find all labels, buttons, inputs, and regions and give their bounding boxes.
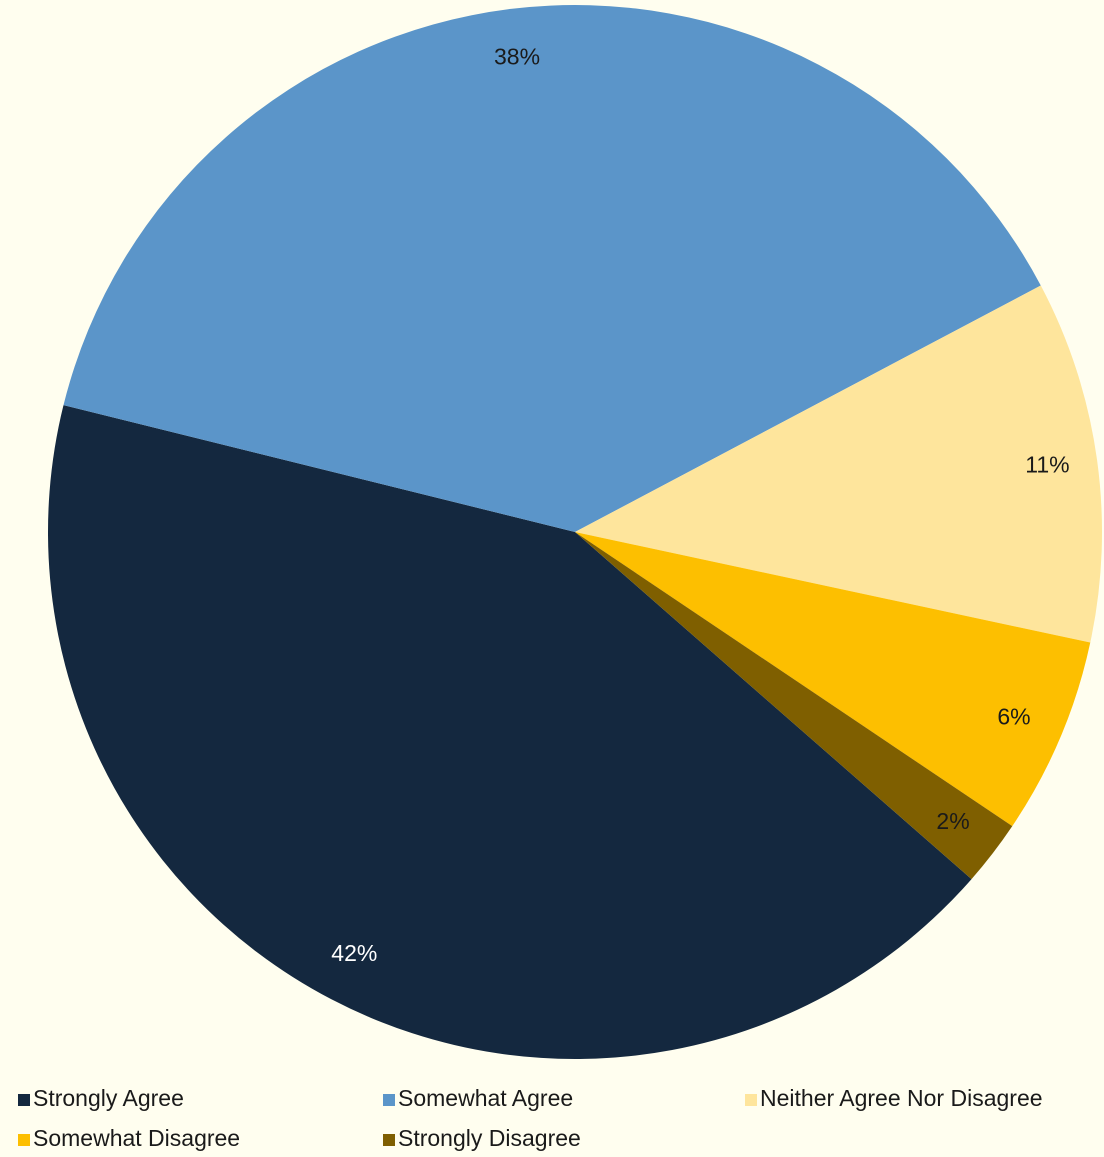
data-label: 42% [331, 940, 377, 966]
data-label: 11% [1025, 452, 1069, 478]
legend-label: Somewhat Agree [398, 1085, 573, 1111]
legend-swatch [383, 1134, 395, 1146]
pie-slice [575, 532, 1013, 880]
data-label: 2% [936, 808, 969, 834]
legend-swatch [18, 1134, 30, 1146]
legend-swatch [745, 1094, 757, 1106]
pie-slice [63, 4, 1041, 532]
pie-slice [47, 405, 972, 1059]
data-label: 38% [494, 44, 540, 70]
legend-label: Somewhat Disagree [33, 1125, 240, 1151]
legend-label: Strongly Agree [33, 1085, 184, 1111]
pie-slice [575, 532, 1091, 827]
legend-swatch [383, 1094, 395, 1106]
legend-label: Strongly Disagree [398, 1125, 581, 1151]
data-label: 6% [997, 704, 1030, 730]
legend-label: Neither Agree Nor Disagree [760, 1085, 1043, 1111]
legend-swatch [18, 1094, 30, 1106]
pie-slice [575, 285, 1103, 643]
